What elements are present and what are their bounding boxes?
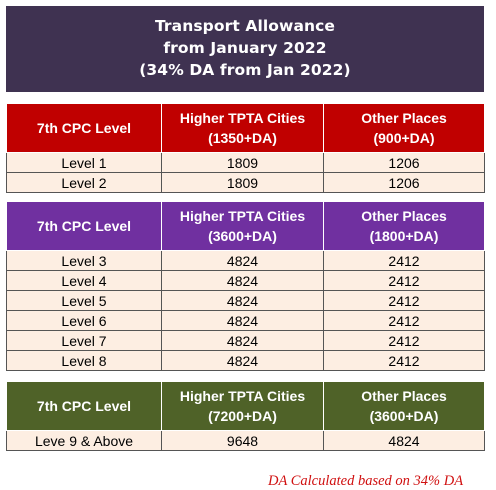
header-other-places-title: Other Places [361, 110, 447, 126]
cell-level: Level 4 [6, 270, 162, 291]
header-cpc-level: 7th CPC Level [6, 103, 162, 153]
cell-level: Level 7 [6, 330, 162, 351]
table-row: Level 7 4824 2412 [6, 330, 485, 351]
table-row: Level 1 1809 1206 [6, 152, 485, 173]
header-higher-tpta-title: Higher TPTA Cities [179, 110, 306, 126]
header-other-places-rate: (3600+DA) [369, 408, 439, 424]
header-cpc-level: 7th CPC Level [6, 201, 162, 251]
header-other-places-title: Other Places [361, 388, 447, 404]
header-other-places: Other Places (900+DA) [323, 103, 485, 153]
table-header-row: 7th CPC Level Higher TPTA Cities (1350+D… [6, 103, 485, 153]
table-header-row: 7th CPC Level Higher TPTA Cities (3600+D… [6, 201, 485, 251]
cell-level: Level 5 [6, 290, 162, 311]
cell-higher: 9648 [161, 430, 324, 451]
table-header-row: 7th CPC Level Higher TPTA Cities (7200+D… [6, 381, 485, 431]
cell-higher: 1809 [161, 152, 324, 173]
cell-other: 2412 [323, 270, 485, 291]
table-row: Leve 9 & Above 9648 4824 [6, 430, 485, 451]
title-line-1: Transport Allowance [154, 17, 336, 35]
cell-other: 2412 [323, 330, 485, 351]
cell-other: 1206 [323, 152, 485, 173]
title-line-3: (34% DA from Jan 2022) [139, 61, 351, 79]
header-higher-tpta: Higher TPTA Cities (1350+DA) [161, 103, 324, 153]
cell-other: 2412 [323, 350, 485, 371]
cell-higher: 4824 [161, 350, 324, 371]
table-row: Level 5 4824 2412 [6, 290, 485, 311]
header-other-places-title: Other Places [361, 208, 447, 224]
header-other-places-rate: (900+DA) [373, 130, 435, 146]
header-higher-tpta-title: Higher TPTA Cities [179, 388, 306, 404]
header-higher-tpta: Higher TPTA Cities (7200+DA) [161, 381, 324, 431]
header-higher-tpta-rate: (7200+DA) [208, 408, 277, 424]
header-other-places: Other Places (1800+DA) [323, 201, 485, 251]
title-line-2: from January 2022 [163, 39, 327, 57]
cell-level: Level 8 [6, 350, 162, 371]
cell-level: Level 3 [6, 250, 162, 271]
cell-level: Leve 9 & Above [6, 430, 162, 451]
table-row: Level 6 4824 2412 [6, 310, 485, 331]
cell-higher: 4824 [161, 270, 324, 291]
cell-other: 2412 [323, 290, 485, 311]
header-higher-tpta-title: Higher TPTA Cities [179, 208, 306, 224]
table-row: Level 4 4824 2412 [6, 270, 485, 291]
header-other-places: Other Places (3600+DA) [323, 381, 485, 431]
header-other-places-rate: (1800+DA) [369, 228, 439, 244]
cell-level: Level 6 [6, 310, 162, 331]
cell-higher: 1809 [161, 172, 324, 193]
table-row: Level 2 1809 1206 [6, 172, 485, 193]
cell-other: 2412 [323, 310, 485, 331]
allowance-table-level-3-8: 7th CPC Level Higher TPTA Cities (3600+D… [6, 201, 485, 371]
footnote: DA Calculated based on 34% DA [268, 473, 464, 489]
allowance-table-level-9-above: 7th CPC Level Higher TPTA Cities (7200+D… [6, 381, 485, 451]
cell-other: 4824 [323, 430, 485, 451]
cell-other: 1206 [323, 172, 485, 193]
cell-level: Level 1 [6, 152, 162, 173]
header-higher-tpta-rate: (3600+DA) [208, 228, 277, 244]
cell-higher: 4824 [161, 330, 324, 351]
title-banner: Transport Allowance from January 2022 (3… [6, 6, 484, 92]
cell-higher: 4824 [161, 250, 324, 271]
header-higher-tpta-rate: (1350+DA) [208, 130, 277, 146]
header-higher-tpta: Higher TPTA Cities (3600+DA) [161, 201, 324, 251]
table-row: Level 8 4824 2412 [6, 350, 485, 371]
header-cpc-level: 7th CPC Level [6, 381, 162, 431]
allowance-table-level-1-2: 7th CPC Level Higher TPTA Cities (1350+D… [6, 103, 485, 193]
cell-higher: 4824 [161, 310, 324, 331]
table-row: Level 3 4824 2412 [6, 250, 485, 271]
cell-level: Level 2 [6, 172, 162, 193]
cell-higher: 4824 [161, 290, 324, 311]
cell-other: 2412 [323, 250, 485, 271]
